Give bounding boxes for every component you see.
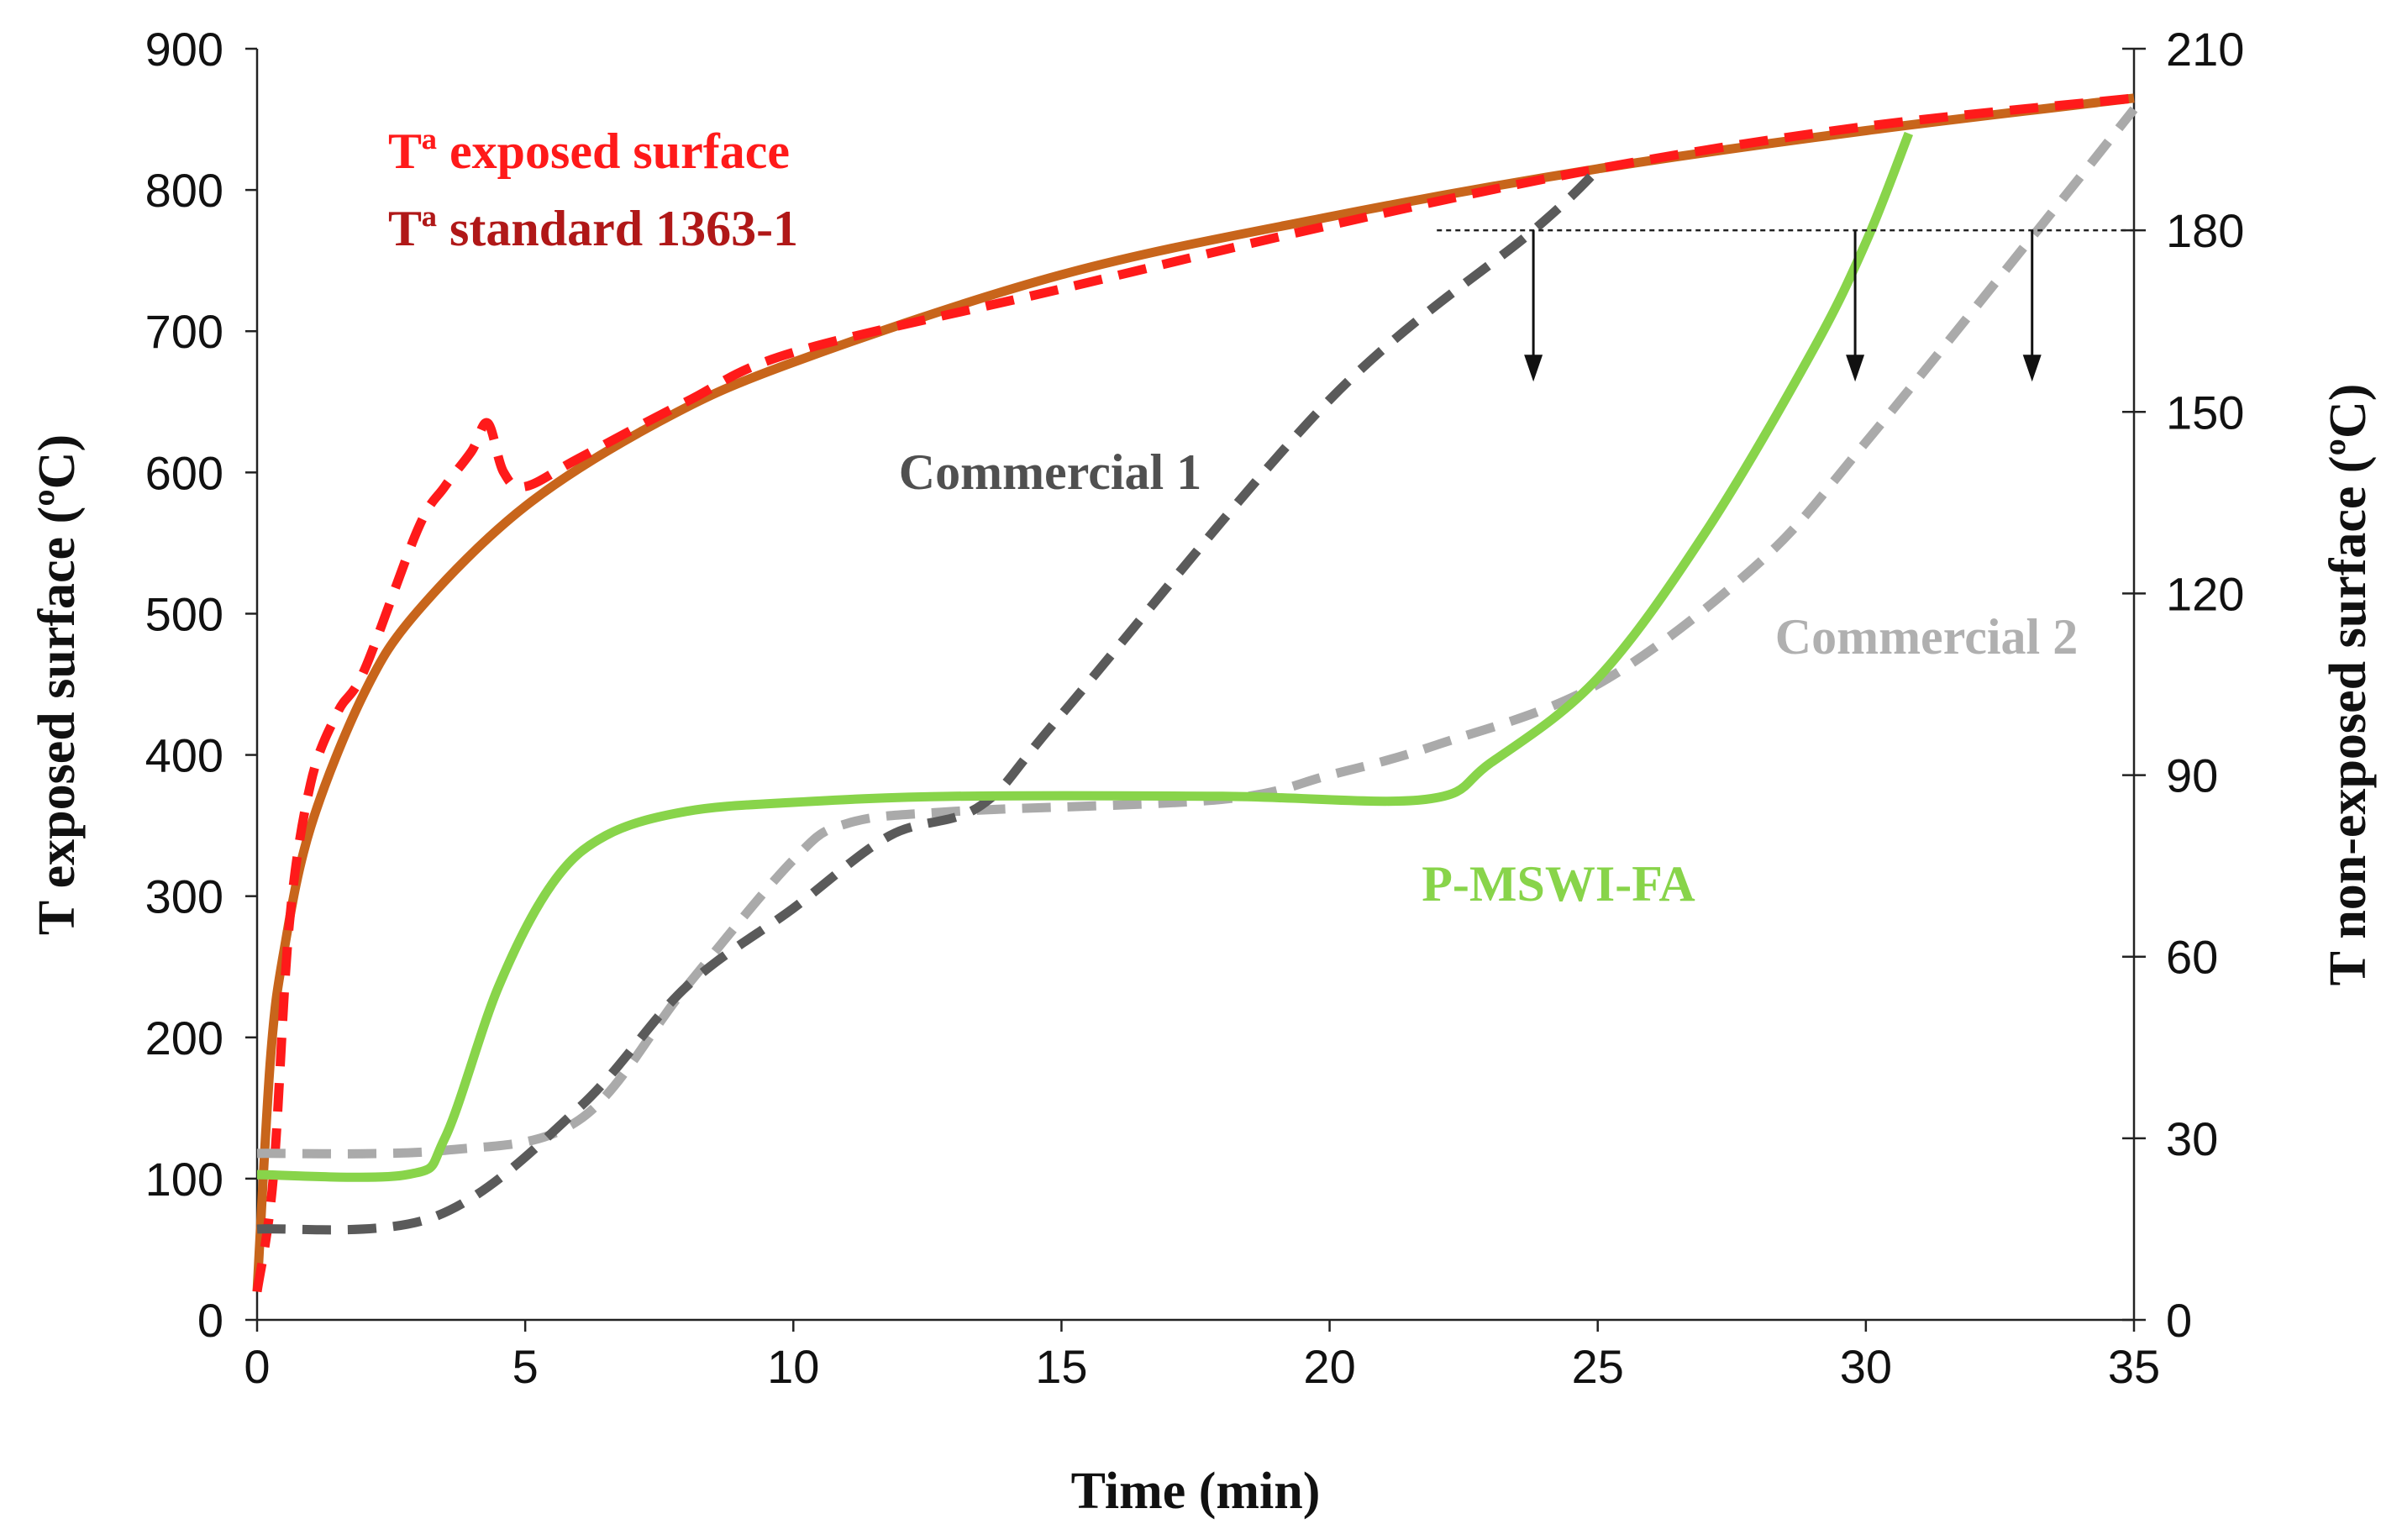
y-right-tick-label: 60 bbox=[2166, 931, 2218, 984]
y-left-tick-label: 800 bbox=[145, 164, 223, 217]
y-left-tick-label: 200 bbox=[145, 1012, 223, 1064]
y-left-tick-label: 400 bbox=[145, 729, 223, 782]
annotations bbox=[1437, 229, 2134, 382]
x-tick-label: 10 bbox=[767, 1340, 819, 1393]
y-left-tick-label: 100 bbox=[145, 1153, 223, 1206]
x-tick-label: 0 bbox=[244, 1340, 270, 1393]
y-left-tick-label: 0 bbox=[197, 1294, 223, 1347]
arrow-down-icon bbox=[1524, 355, 1543, 382]
y-left-tick-label: 600 bbox=[145, 446, 223, 499]
x-tick-label: 15 bbox=[1035, 1340, 1087, 1393]
y-left-tick-label: 500 bbox=[145, 587, 223, 640]
label-p-mswi-fa: P-MSWI-FA bbox=[1422, 856, 1695, 912]
y-left-tick-label: 300 bbox=[145, 870, 223, 923]
label-commercial-2: Commercial 2 bbox=[1775, 609, 2078, 665]
y-right-tick-label: 180 bbox=[2166, 204, 2244, 257]
y-right-tick-label: 120 bbox=[2166, 567, 2244, 620]
series-t-exposed-surface bbox=[252, 93, 2135, 1293]
x-tick-label: 20 bbox=[1303, 1340, 1355, 1393]
x-tick-label: 5 bbox=[512, 1340, 539, 1393]
y-right-tick-label: 210 bbox=[2166, 23, 2244, 76]
arrow-down-icon bbox=[1846, 355, 1865, 382]
arrow-down-icon bbox=[2022, 355, 2042, 382]
series-p-mswi-fa bbox=[256, 131, 1914, 1182]
series-commercial-1 bbox=[256, 166, 1601, 1235]
series-group bbox=[252, 93, 2138, 1293]
x-tick-label: 35 bbox=[2108, 1340, 2160, 1393]
y-right-tick-label: 30 bbox=[2166, 1112, 2218, 1165]
y-left-tick-label: 900 bbox=[145, 23, 223, 76]
y-right-tick-label: 90 bbox=[2166, 749, 2218, 802]
y-axis-left-title: T exposed surface (ºC) bbox=[29, 434, 86, 935]
y-left-tick-label: 700 bbox=[145, 305, 223, 358]
y-right-tick-label: 150 bbox=[2166, 386, 2244, 439]
x-axis-title: Time (min) bbox=[1071, 1463, 1321, 1520]
x-tick-label: 30 bbox=[1840, 1340, 1892, 1393]
x-tick-label: 25 bbox=[1572, 1340, 1624, 1393]
legend-label-exposed: Tª exposed surface bbox=[388, 124, 790, 179]
series-commercial-2 bbox=[256, 106, 2138, 1159]
y-axis-right-title: T non-exposed surface (ºC) bbox=[2320, 384, 2377, 986]
y-right-tick-label: 0 bbox=[2166, 1294, 2192, 1347]
axes: 0 5 10 15 20 25 30 3501002003004005006007008009… bbox=[145, 23, 2245, 1393]
label-commercial-1: Commercial 1 bbox=[899, 444, 1201, 500]
legend-label-standard: Tª standard 1363-1 bbox=[388, 201, 798, 256]
